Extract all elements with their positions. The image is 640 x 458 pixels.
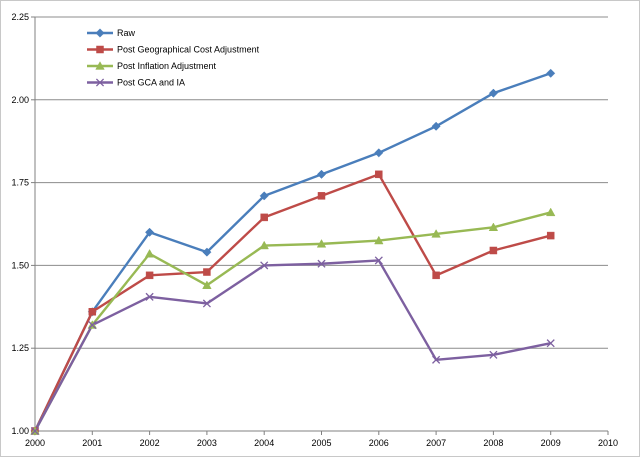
data-point <box>202 247 212 257</box>
y-tick-label: 2.25 <box>11 12 29 22</box>
data-point <box>260 213 268 222</box>
legend-entry-3: Post Inflation Adjustment <box>87 61 217 71</box>
data-point <box>432 355 441 364</box>
legend-swatch-marker <box>95 61 105 70</box>
data-point <box>145 227 155 237</box>
data-point <box>317 259 326 268</box>
legend-label: Post GCA and IA <box>117 78 185 88</box>
data-point <box>375 170 383 179</box>
data-point <box>431 229 441 238</box>
data-point <box>88 320 97 330</box>
data-point <box>202 280 212 289</box>
legend-swatch-marker <box>95 28 105 38</box>
legend-label: Post Geographical Cost Adjustment <box>117 45 260 55</box>
data-point <box>316 239 327 248</box>
grid-lines <box>35 16 608 349</box>
y-tick-label: 1.25 <box>11 343 29 353</box>
x-tick-label: 2002 <box>140 438 160 448</box>
series-line-3 <box>33 211 552 432</box>
data-point <box>144 248 155 258</box>
series-4 <box>33 259 551 432</box>
axes: 1.00 1.25 1.50 1.75 2.00 2.25 2000 2001 2002 2003… <box>11 12 618 448</box>
data-point <box>431 121 441 131</box>
series-line-1 <box>33 72 552 432</box>
data-point <box>259 191 269 201</box>
data-point <box>432 271 440 280</box>
legend-label: Post Inflation Adjustment <box>117 61 217 71</box>
data-point <box>145 292 154 301</box>
data-point <box>145 271 154 280</box>
legend-entry-1: Raw <box>87 28 136 38</box>
series-markers-4 <box>30 256 555 436</box>
x-tick-label: 2000 <box>25 438 45 448</box>
y-tick-label: 1.75 <box>11 178 29 188</box>
data-point <box>545 207 556 217</box>
series-3 <box>33 211 552 432</box>
legend-swatch-marker <box>95 78 105 87</box>
data-point <box>374 235 384 245</box>
data-point <box>546 68 556 78</box>
x-tick-label: 2007 <box>426 438 446 448</box>
series-1 <box>33 72 552 432</box>
series-2 <box>33 173 552 432</box>
x-tick-label: 2009 <box>541 438 561 448</box>
legend-entry-2: Post Geographical Cost Adjustment <box>87 45 260 55</box>
x-tick-label: 2004 <box>254 438 274 448</box>
x-tick-label: 2003 <box>197 438 217 448</box>
x-tick-label: 2001 <box>82 438 102 448</box>
data-point <box>489 350 498 359</box>
legend-entry-4: Post GCA and IA <box>87 78 185 88</box>
data-point <box>546 339 555 348</box>
data-point <box>260 261 269 270</box>
y-tick-label: 1.50 <box>11 260 29 270</box>
data-point <box>488 222 499 232</box>
x-tick-label: 2005 <box>311 438 331 448</box>
data-point <box>259 240 269 250</box>
data-point <box>489 246 498 255</box>
x-tick-label: 2006 <box>369 438 389 448</box>
data-point <box>203 268 211 276</box>
series-line-2 <box>33 173 552 432</box>
data-point <box>488 88 498 98</box>
series-markers-3 <box>30 207 556 435</box>
series-markers-1 <box>30 68 556 436</box>
data-point <box>202 299 211 308</box>
data-point <box>30 426 40 436</box>
y-tick-label: 1.00 <box>11 426 29 436</box>
data-point <box>88 308 97 316</box>
series-line-4 <box>33 259 551 432</box>
legend: Raw Post Geographical Cost Adjustment Post… <box>87 28 260 88</box>
data-point <box>316 169 327 179</box>
data-point <box>317 192 326 200</box>
data-point <box>374 256 383 265</box>
data-point <box>546 231 555 240</box>
data-point <box>374 148 384 158</box>
y-tick-label: 2.00 <box>11 95 29 105</box>
series-lines <box>30 68 556 436</box>
x-tick-label: 2008 <box>483 438 503 448</box>
legend-label: Raw <box>117 28 136 38</box>
legend-swatch-marker <box>96 45 104 54</box>
x-tick-label: 2010 <box>598 438 618 448</box>
